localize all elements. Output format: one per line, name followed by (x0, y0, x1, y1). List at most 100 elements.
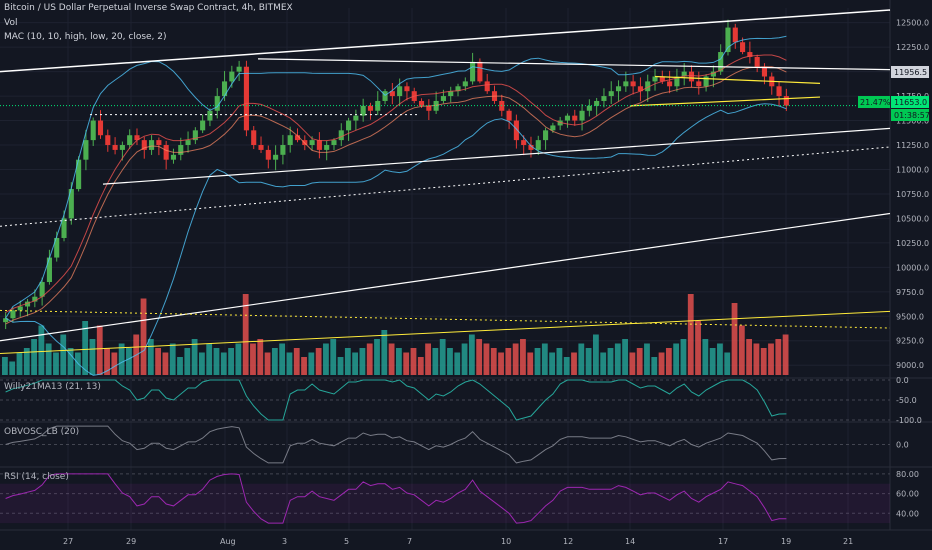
price-tags: 11956.5 21.47% 11653.0 01:38:57 (858, 66, 930, 121)
volume-bar (476, 339, 483, 375)
volume-bar (607, 348, 614, 375)
current-price-tag: 11653.0 (894, 98, 927, 107)
candle-body (251, 130, 257, 146)
vol-legend: Vol (4, 18, 18, 28)
candle-body (3, 318, 9, 323)
volume-bar (702, 339, 709, 375)
time-tick-label: 29 (126, 537, 136, 546)
volume-bar (636, 348, 643, 375)
symbol-title: Bitcoin / US Dollar Perpetual Inverse Sw… (4, 3, 293, 13)
candle-body (127, 135, 133, 146)
volume-bar (235, 343, 242, 375)
volume-bar (242, 294, 249, 375)
volume-bar (344, 348, 351, 375)
candle-body (90, 120, 96, 141)
current-price-tag-bg (891, 96, 929, 108)
candle-body (513, 120, 519, 141)
pane-tick-label: -50.0 (896, 396, 917, 405)
candle-body (24, 301, 31, 307)
volume-bar (461, 343, 468, 375)
volume-bar (31, 339, 37, 375)
volume-bar (323, 343, 329, 375)
time-tick-label: 10 (501, 537, 511, 546)
upper-band (5, 35, 787, 319)
volume-bar (549, 352, 556, 375)
candle-body (149, 140, 155, 150)
pane-line (5, 379, 787, 421)
candle-body (426, 105, 432, 111)
candle-body (572, 115, 578, 121)
candle-body (667, 81, 673, 87)
volume-bar (2, 357, 8, 375)
candle-body (375, 100, 381, 111)
volume-bar (541, 343, 548, 375)
candle-body (623, 81, 629, 87)
candle-body (17, 306, 23, 311)
volume-bar (585, 348, 592, 375)
candle-body (229, 71, 235, 82)
volume-bar (96, 325, 103, 375)
candle-body (440, 96, 446, 101)
time-tick-label: 7 (407, 537, 412, 546)
percent-tag-bg (858, 96, 890, 108)
candle-body (521, 140, 527, 146)
candle-body (615, 86, 622, 92)
volume-bar (417, 357, 424, 375)
volume-bar (53, 352, 59, 375)
percent-tag: 21.47% (860, 98, 891, 107)
candle-body (141, 140, 147, 150)
volume-bar (264, 352, 271, 375)
volume-bar (432, 348, 439, 375)
price-tick-label: 9000.0 (896, 361, 924, 370)
volume-bar (520, 339, 526, 375)
volume-bar (593, 334, 599, 375)
volume-bar (490, 348, 497, 375)
volume-bar (23, 348, 30, 375)
candle-body (718, 52, 724, 72)
candle-body (528, 145, 534, 150)
willy-pane-label: Willy21MA13 (21, 13) (4, 382, 101, 392)
candle-body (200, 120, 206, 131)
volume-bar (498, 352, 504, 375)
candle-body (462, 81, 468, 87)
volume-bar (67, 348, 74, 375)
volume-bar (614, 343, 621, 375)
volume-bar (768, 343, 774, 375)
countdown-tag-bg (891, 109, 929, 121)
pane-tick-label: 40.00 (896, 509, 919, 518)
yellow-support-line (0, 310, 891, 354)
volume-bar (695, 321, 701, 375)
volume-bar (250, 343, 256, 375)
price-tick-label: 12250.0 (896, 43, 929, 52)
candle-body (382, 91, 388, 101)
candle-body (740, 42, 746, 53)
candle-body (39, 282, 45, 297)
candle-body (550, 125, 556, 131)
candle-body (170, 154, 177, 160)
candle-body (637, 86, 643, 92)
price-tick-label: 9750.0 (896, 288, 924, 297)
candle-body (608, 91, 614, 97)
candle-body (659, 76, 665, 82)
volume-bar (512, 343, 519, 375)
volume-bar (556, 348, 563, 375)
volume-bar (286, 352, 293, 375)
price-tick-label: 10500.0 (896, 214, 929, 223)
indicator-legend: MAC (10, 10, high, low, 20, close, 2) (4, 32, 167, 42)
price-tick-label: 11250.0 (896, 141, 929, 150)
time-tick-label: 3 (282, 537, 287, 546)
time-tick-label: 27 (63, 537, 73, 546)
candle-body (404, 86, 410, 92)
volume-bar (111, 352, 118, 375)
candle-body (280, 145, 286, 155)
candle-body (455, 86, 461, 92)
volume-bar (403, 352, 410, 375)
candle-body (448, 91, 454, 97)
volume-bar (651, 357, 658, 375)
volume-bar (220, 352, 227, 375)
candle-body (477, 61, 483, 82)
volume-bar (644, 343, 650, 375)
candle-body (776, 86, 782, 97)
resistance-line (257, 58, 891, 71)
